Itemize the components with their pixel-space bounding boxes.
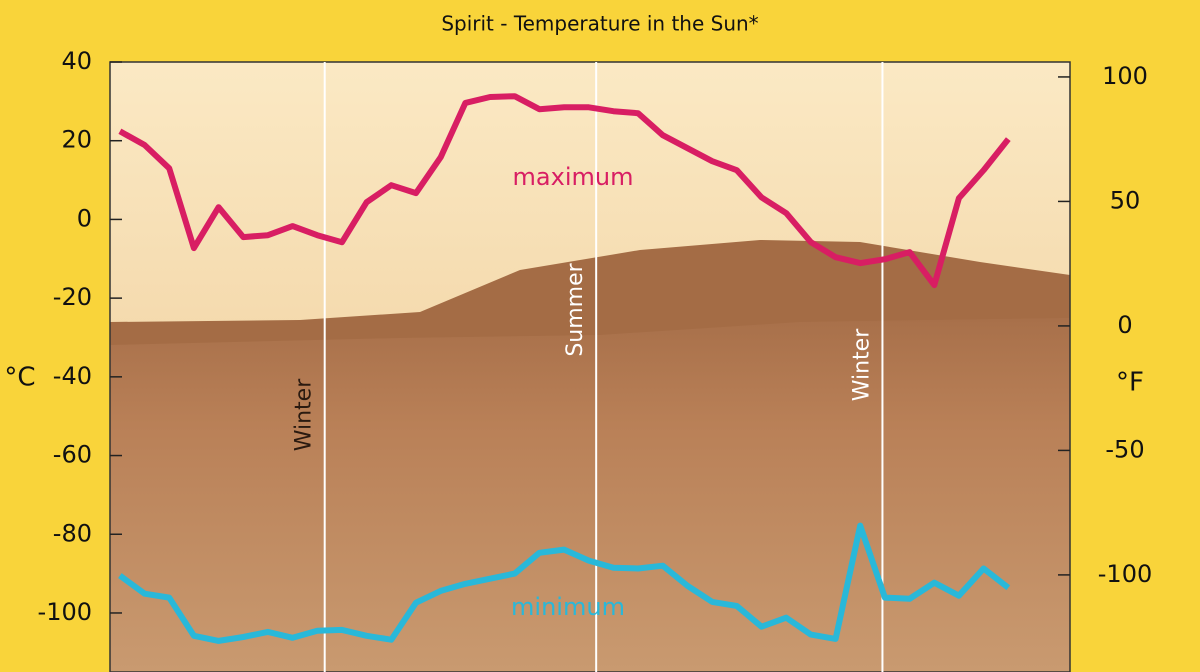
- y2-tick-label: 100: [1102, 62, 1148, 90]
- y-tick-label: -60: [53, 441, 92, 469]
- y-tick-label: 20: [61, 126, 92, 154]
- y2-tick-label: -100: [1098, 560, 1152, 588]
- y-axis-label: °C: [4, 363, 35, 393]
- y2-tick-label: 0: [1117, 311, 1132, 339]
- season-label: Winter: [292, 378, 317, 451]
- y-tick-label: -80: [53, 519, 92, 547]
- season-label: Winter: [849, 328, 874, 401]
- plot-background: [110, 62, 1070, 672]
- series-line: [118, 522, 1011, 644]
- y2-tick-label: -50: [1105, 435, 1144, 463]
- y-tick-label: 0: [77, 204, 92, 232]
- series-label: maximum: [513, 163, 634, 191]
- plot-frame: [109, 61, 1071, 672]
- y-tick-label: -40: [53, 362, 92, 390]
- y2-tick-label: 50: [1110, 186, 1141, 214]
- chart-title: Spirit - Temperature in the Sun*: [441, 12, 758, 36]
- y-tick-label: -20: [53, 283, 92, 311]
- series-line: [118, 93, 1011, 289]
- y2-axis-label: °F: [1116, 368, 1144, 398]
- y-tick-label: 40: [61, 47, 92, 75]
- y-tick-label: -100: [38, 598, 92, 626]
- plot-area: Winter Summer Winter maximum minimum: [118, 62, 1011, 672]
- season-label: Summer: [563, 262, 588, 356]
- series-label: minimum: [511, 593, 625, 621]
